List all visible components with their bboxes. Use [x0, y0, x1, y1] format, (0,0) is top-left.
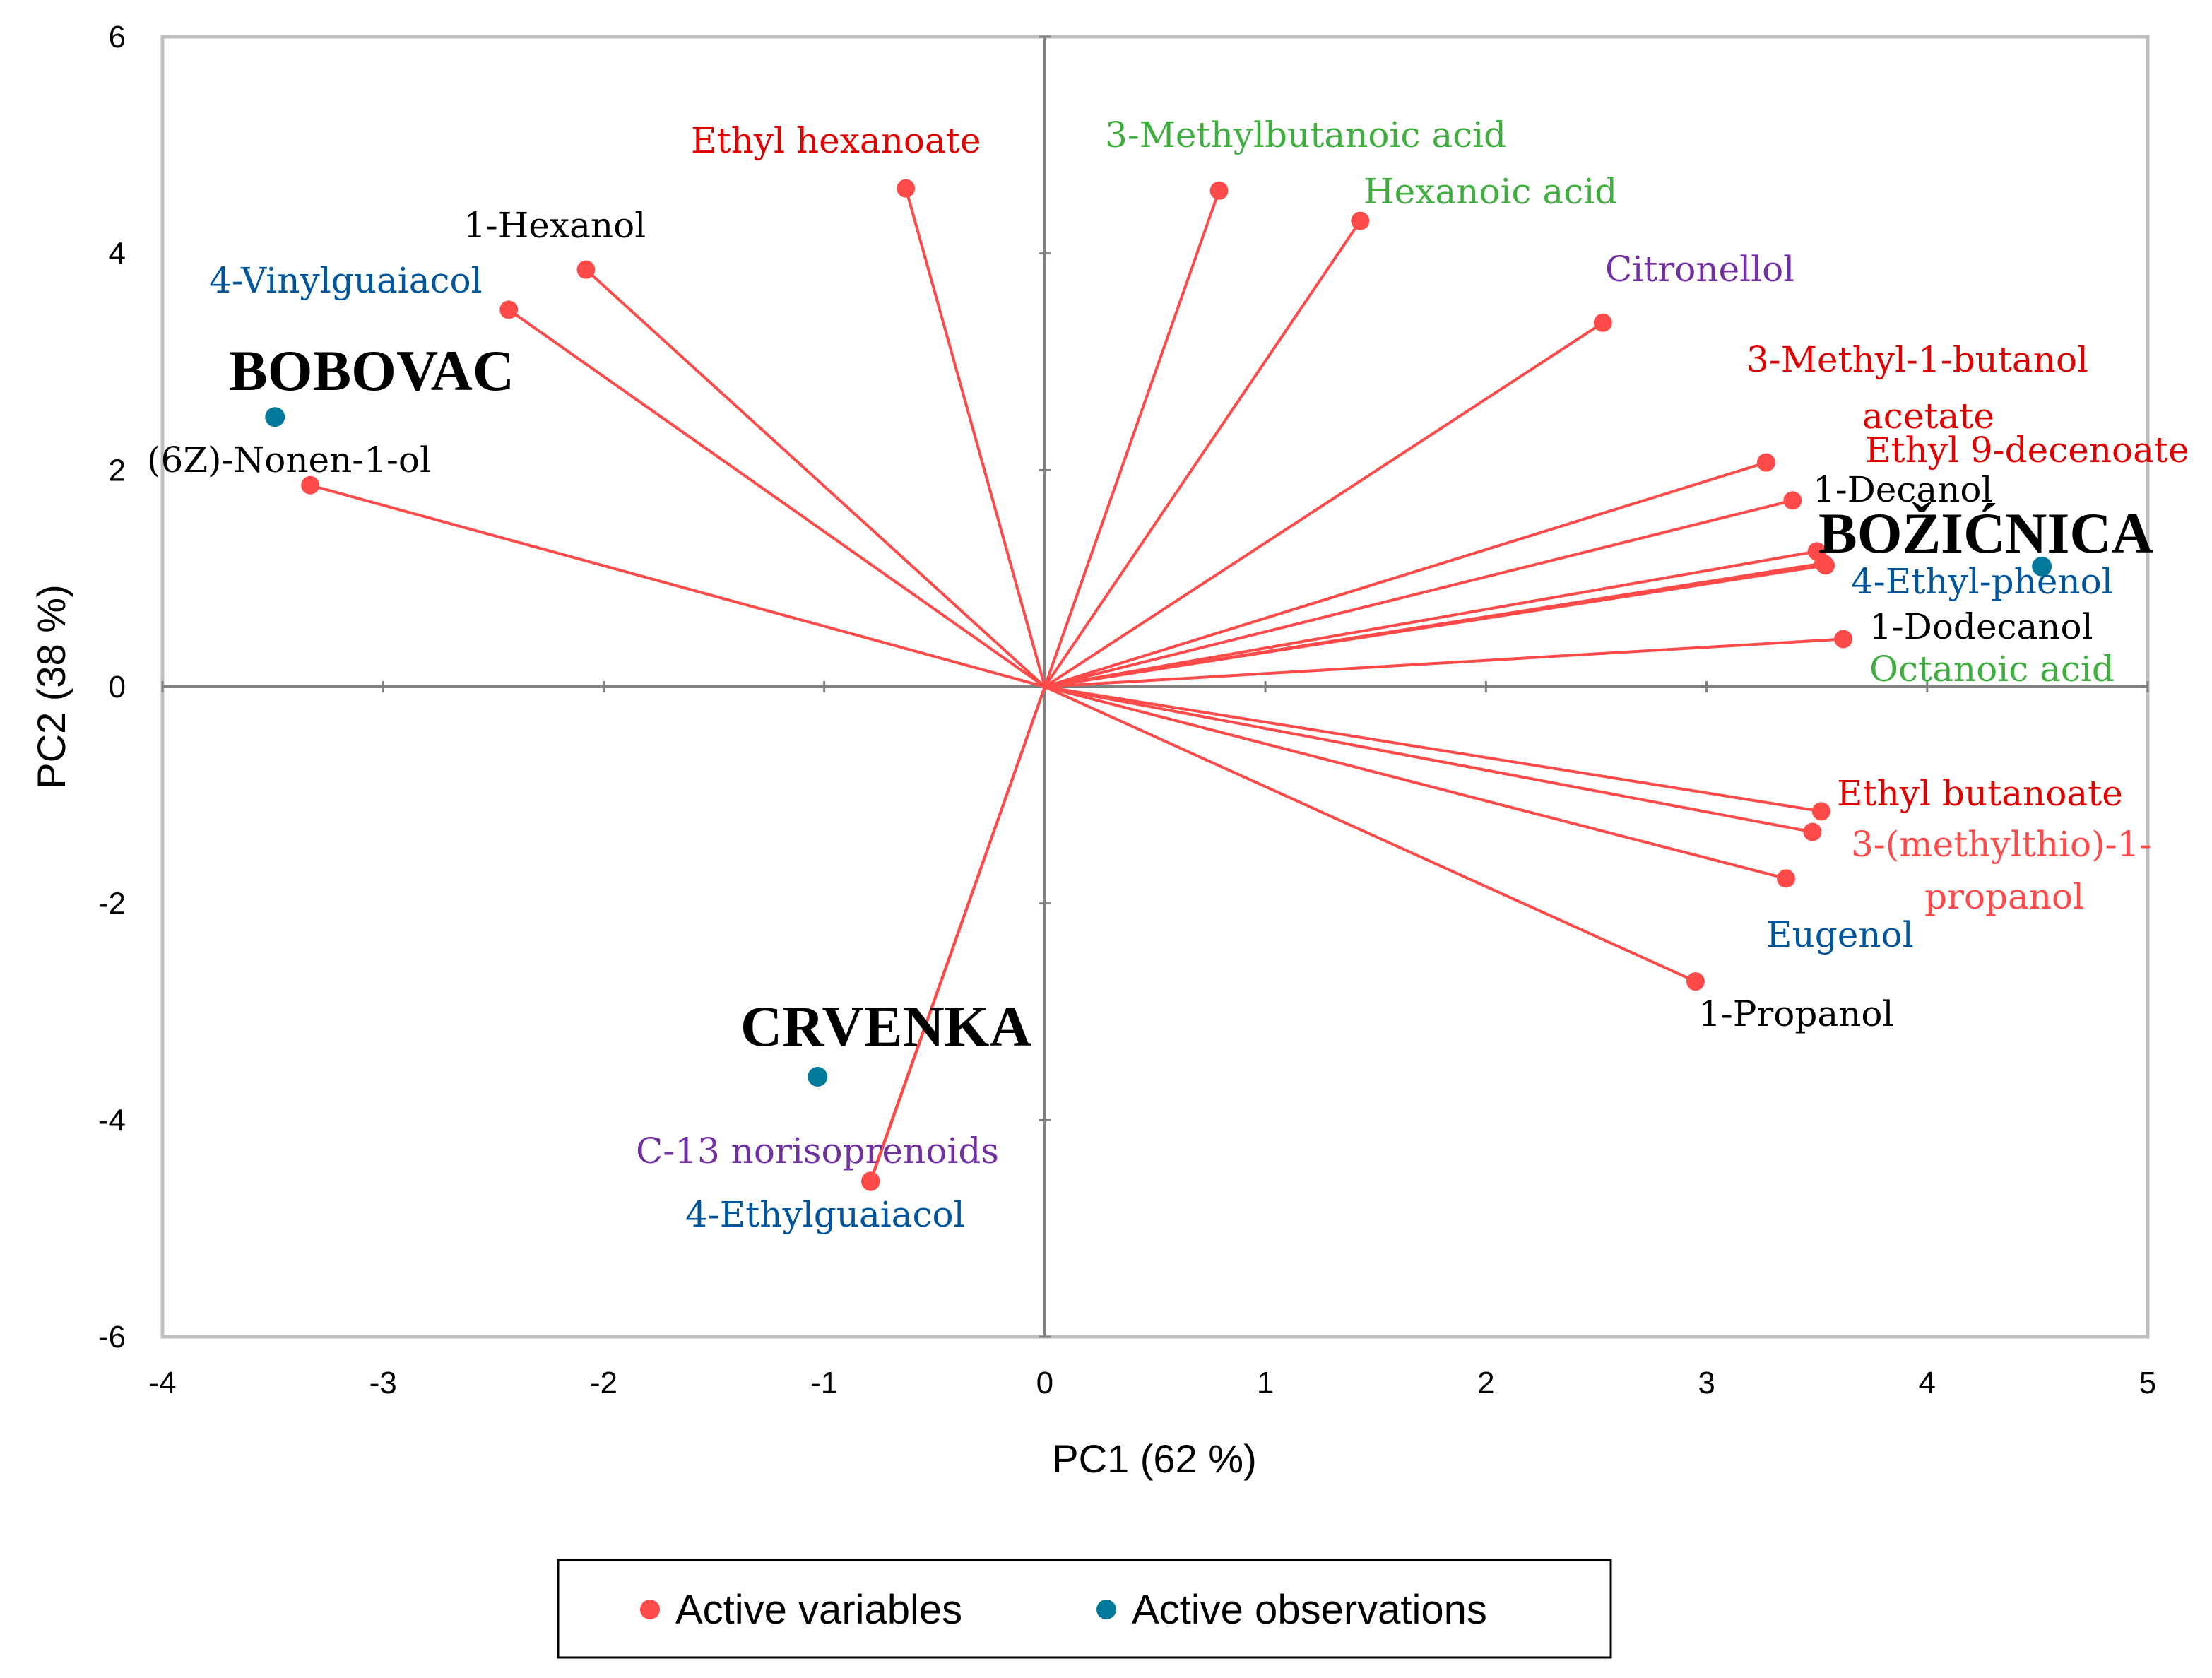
variable-label: 3-Methylbutanoic acid: [1105, 114, 1506, 155]
observation-label: BOBOVAC: [229, 338, 514, 403]
variable-point: [1209, 181, 1229, 200]
x-tick-label: -1: [810, 1366, 838, 1400]
variable-label: 4-Ethyl-phenol: [1851, 561, 2113, 602]
legend-marker-variables: [640, 1600, 660, 1619]
y-tick-label: 4: [109, 237, 126, 271]
variable-vector: [1044, 685, 1813, 834]
variable-point: [576, 260, 596, 279]
variable-label: Eugenol: [1766, 914, 1914, 955]
variable-vector: [1044, 685, 1822, 813]
variable-vector: [1044, 499, 1793, 688]
legend-box: [557, 1559, 1612, 1659]
variable-point: [897, 179, 916, 198]
x-tick-label: -4: [148, 1366, 176, 1400]
y-tick-label: -6: [98, 1320, 126, 1354]
variable-point: [1756, 453, 1775, 472]
observation-label: CRVENKA: [740, 994, 1031, 1058]
variable-label: 4-Ethylguaiacol: [685, 1194, 965, 1235]
variable-point: [861, 1172, 880, 1191]
variable-label: Citronellol: [1605, 249, 1794, 290]
y-tick-label: -2: [98, 887, 126, 921]
legend-marker-observations: [1096, 1600, 1116, 1619]
y-axis-title: PC2 (38 %): [29, 584, 73, 788]
variable-label: (6Z)-Nonen-1-ol: [147, 439, 431, 480]
x-tick-label: 0: [1036, 1366, 1053, 1400]
y-tick-label: -4: [98, 1103, 126, 1138]
variable-vector: [585, 268, 1046, 688]
variable-vector: [1044, 685, 1787, 880]
variable-point: [1351, 211, 1370, 230]
x-tick-label: -2: [590, 1366, 617, 1400]
variable-label: 1-Propanol: [1698, 993, 1893, 1034]
variable-vector: [1043, 321, 1604, 688]
legend-label-variables: Active variables: [675, 1587, 962, 1633]
variable-point: [1686, 972, 1705, 991]
variable-vector: [904, 188, 1046, 687]
variable-label: Octanoic acid: [1869, 649, 2115, 690]
variable-vector: [1044, 550, 1818, 688]
variable-label: 1-Decanol: [1813, 469, 1993, 510]
legend-label-observations: Active observations: [1132, 1587, 1487, 1633]
variable-label: 1-Dodecanol: [1869, 606, 2093, 647]
variable-point: [301, 475, 320, 495]
variable-label: propanol: [1924, 876, 2084, 917]
x-tick-label: 1: [1257, 1366, 1274, 1400]
variable-vector: [508, 308, 1046, 688]
observation-point: [2032, 556, 2052, 577]
observation-point: [808, 1067, 828, 1087]
variable-vector: [1044, 637, 1844, 688]
variable-label: C-13 norisoprenoids: [636, 1130, 999, 1171]
variable-label: 3-(methylthio)-1-: [1851, 824, 2151, 865]
variable-vector: [1044, 685, 1696, 983]
x-tick-label: 2: [1477, 1366, 1494, 1400]
variable-point: [1811, 802, 1830, 821]
variable-point: [1803, 822, 1822, 841]
x-tick-label: 4: [1919, 1366, 1936, 1400]
y-tick-label: 6: [109, 20, 126, 54]
x-tick-label: 5: [2139, 1366, 2156, 1400]
variable-label: 1-Hexanol: [463, 205, 646, 246]
observation-label: BOŽIĆNICA: [1818, 501, 2153, 565]
legend: Active variables Active observations: [557, 1559, 1612, 1659]
variable-point: [1593, 313, 1612, 332]
observation-point: [265, 407, 285, 427]
variable-vector: [869, 686, 1046, 1183]
variable-label: Ethyl hexanoate: [691, 120, 981, 161]
x-axis-title: PC1 (62 %): [1052, 1436, 1256, 1481]
variable-point: [499, 300, 519, 319]
variable-label: Hexanoic acid: [1364, 171, 1617, 212]
variable-point: [1783, 491, 1802, 510]
variable-label: 3-Methyl-1-butanol: [1746, 339, 2088, 380]
y-tick-label: 2: [109, 453, 126, 488]
x-tick-label: 3: [1698, 1366, 1715, 1400]
y-tick-label: 0: [109, 670, 126, 704]
variable-vector: [309, 483, 1046, 688]
variable-point: [1834, 630, 1853, 649]
variable-label: 4-Vinylguaiacol: [209, 260, 483, 301]
variable-label: acetate: [1862, 396, 1994, 437]
variable-vector: [1044, 562, 1824, 688]
variable-vector: [1043, 220, 1362, 688]
variable-point: [1776, 869, 1795, 888]
x-tick-label: -3: [369, 1366, 397, 1400]
variable-vector: [1043, 190, 1221, 687]
variable-label: Ethyl butanoate: [1837, 773, 2123, 814]
variable-vector: [1044, 461, 1767, 688]
variable-point: [1814, 554, 1833, 573]
variable-label: Ethyl 9-decenoate: [1865, 430, 2189, 471]
